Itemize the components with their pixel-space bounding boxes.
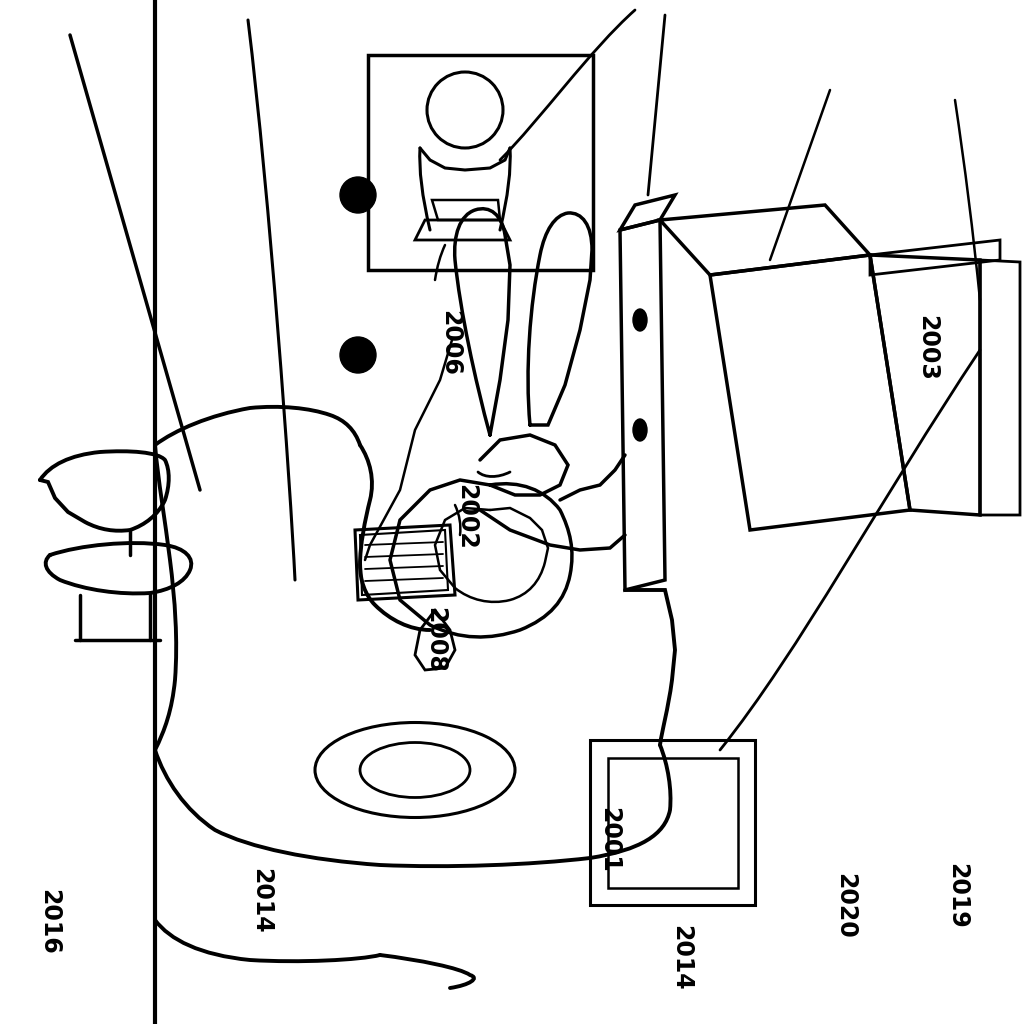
Bar (608, 758, 738, 888)
Bar (590, 740, 755, 905)
Text: 2001: 2001 (597, 807, 622, 872)
Text: 2014: 2014 (669, 925, 693, 990)
Circle shape (340, 177, 376, 213)
Text: 2003: 2003 (914, 315, 939, 381)
Circle shape (340, 337, 376, 373)
Text: 2014: 2014 (249, 868, 273, 934)
Text: 2002: 2002 (454, 484, 478, 550)
Bar (368, 55, 593, 270)
Text: 2019: 2019 (945, 863, 970, 929)
Ellipse shape (633, 309, 647, 331)
Text: 2006: 2006 (438, 310, 463, 376)
Ellipse shape (633, 419, 647, 441)
Text: 2016: 2016 (37, 889, 61, 954)
Text: 2008: 2008 (423, 607, 447, 673)
Text: 2020: 2020 (833, 873, 857, 939)
